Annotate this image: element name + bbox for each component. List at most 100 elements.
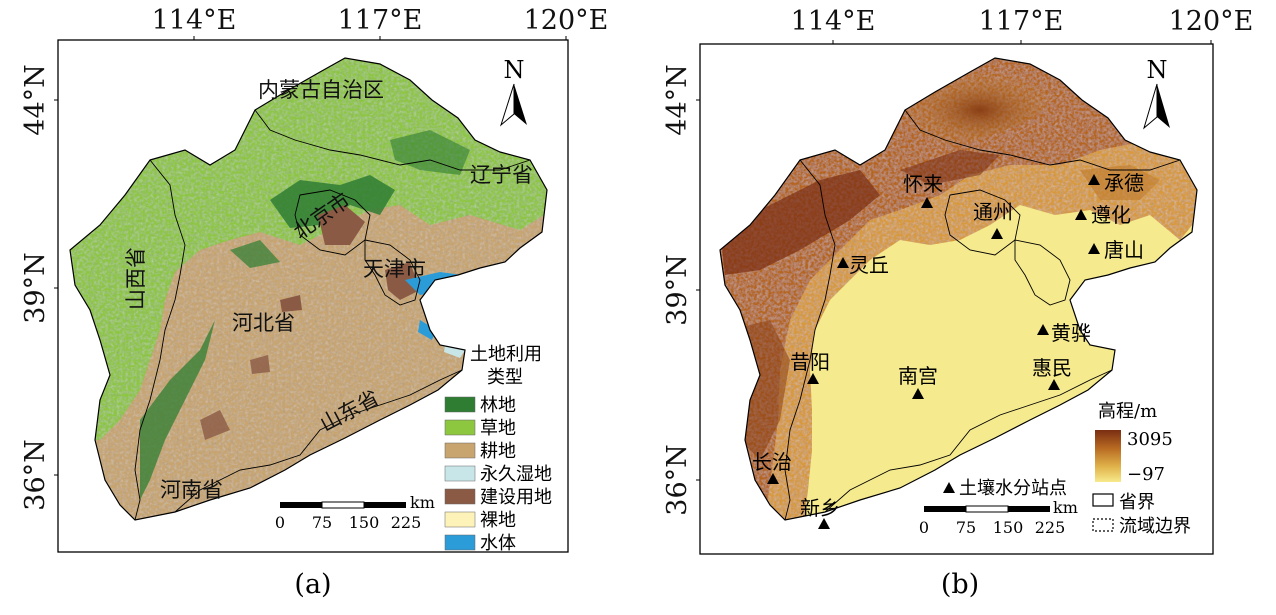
panel-b-scale-bar: km 0 75 150 225: [919, 498, 1078, 537]
legend-label: 耕地: [480, 441, 516, 462]
station-label: 南宫: [898, 364, 938, 388]
station-label: 长治: [752, 450, 792, 474]
station-marker: [1088, 243, 1100, 254]
station-marker: [1048, 379, 1060, 390]
station-marker: [1088, 174, 1100, 185]
north-label: N: [504, 56, 525, 84]
legend-title-2: 类型: [487, 367, 523, 388]
legend-title-1: 土地利用: [470, 344, 542, 365]
scale-unit: km: [410, 493, 435, 512]
tianjin-urban: [385, 262, 420, 300]
legend-label: 永久湿地: [480, 464, 552, 485]
symbol-legend: 土壤水分站点 省界 流域边界: [943, 478, 1191, 537]
label-neimenggu: 内蒙古自治区: [258, 78, 384, 102]
legend-swatch: [444, 465, 476, 482]
lat-tick-44: 44°N: [20, 64, 51, 135]
beijing-urban: [318, 205, 365, 245]
legend-label: 裸地: [480, 510, 516, 531]
legend-swatch: [444, 396, 476, 413]
panel-b-ticks: [696, 40, 1212, 481]
legend-swatch: [444, 534, 476, 551]
legend-label: 草地: [480, 418, 516, 439]
station-marker: [1037, 324, 1049, 335]
panel-b-lon-labels: 114°E 117°E 120°E: [791, 6, 1254, 37]
station-marker: [818, 518, 830, 529]
label-henan: 河南省: [160, 478, 223, 502]
panel-b-lat-labels: 44°N 39°N 36°N: [662, 64, 693, 515]
station-marker: [921, 197, 933, 208]
scale-tick: 75: [956, 518, 976, 537]
station-marker: [767, 473, 779, 484]
lat-tick-39: 39°N: [662, 254, 693, 325]
province-borders: [69, 57, 548, 521]
elevation-min: −97: [1127, 464, 1165, 485]
lon-tick-120: 120°E: [524, 5, 609, 36]
lon-tick-117: 117°E: [338, 5, 423, 36]
north-label: N: [1147, 56, 1168, 84]
legend-station: 土壤水分站点: [959, 478, 1067, 499]
station-label: 怀来: [903, 172, 943, 196]
lon-tick-120: 120°E: [1169, 6, 1254, 37]
scale-tick: 225: [391, 513, 422, 532]
elevation-colorbar: [1095, 430, 1121, 482]
scale-tick: 75: [312, 513, 332, 532]
scale-tick: 0: [275, 513, 285, 532]
legend-swatch: [444, 488, 476, 505]
station-label: 遵化: [1091, 203, 1131, 227]
scale-tick: 150: [349, 513, 380, 532]
lat-tick-44: 44°N: [662, 64, 693, 135]
panel-a-scale-bar: km 0 75 150 225: [275, 493, 435, 532]
station-marker: [837, 257, 849, 268]
panel-a-lat-labels: 44°N 39°N 36°N: [20, 64, 51, 510]
lat-tick-36: 36°N: [20, 439, 51, 510]
legend-label: 水体: [480, 533, 516, 554]
panel-a-lon-labels: 114°E 117°E 120°E: [152, 5, 609, 36]
station-label: 新乡: [800, 496, 840, 520]
station-label: 惠民: [1032, 356, 1072, 380]
label-tianjin: 天津市: [363, 257, 426, 281]
panel-a-ticks: [54, 36, 567, 476]
label-shanxi: 山西省: [124, 247, 148, 310]
legend-label: 林地: [480, 395, 516, 416]
legend-label: 建设用地: [480, 487, 552, 508]
scale-tick: 225: [1035, 518, 1066, 537]
elevation-max: 3095: [1127, 429, 1173, 450]
legend-swatch: [444, 419, 476, 436]
lat-tick-36: 36°N: [662, 444, 693, 515]
station-label: 承德: [1104, 171, 1144, 195]
lon-tick-114: 114°E: [791, 6, 876, 37]
station-label: 昔阳: [790, 350, 830, 374]
legend-swatch: [444, 511, 476, 528]
caption-a: (a): [294, 569, 331, 600]
label-hebei: 河北省: [232, 311, 295, 335]
scale-unit: km: [1053, 498, 1078, 517]
legend-swatch: [444, 442, 476, 459]
legend-province: 省界: [1119, 492, 1155, 513]
lon-tick-117: 117°E: [979, 6, 1064, 37]
lat-tick-39: 39°N: [20, 252, 51, 323]
lon-tick-114: 114°E: [152, 5, 237, 36]
panel-a-north-arrow: N: [499, 56, 527, 127]
panel-a: 内蒙古自治区 辽宁省 北京市 天津市 山西省 河北省 山东省 河南省 N 114…: [20, 5, 608, 600]
scale-tick: 0: [919, 518, 929, 537]
scale-tick: 150: [993, 518, 1024, 537]
elevation-title: 高程/m: [1098, 401, 1157, 422]
station-marker: [807, 373, 819, 384]
station-label: 唐山: [1104, 238, 1144, 262]
label-liaoning: 辽宁省: [470, 163, 533, 187]
station-marker: [1075, 209, 1087, 220]
panel-b-north-arrow: N: [1143, 56, 1170, 130]
elevation-legend: 高程/m 3095 −97: [1095, 401, 1173, 485]
panel-b-borders: [719, 57, 1198, 521]
station-label: 灵丘: [849, 253, 889, 277]
station-label: 黄骅: [1051, 321, 1091, 345]
station-label: 通州: [973, 200, 1013, 224]
caption-b: (b): [941, 569, 979, 600]
station-marker: [991, 228, 1003, 239]
legend-basin: 流域边界: [1119, 516, 1191, 537]
